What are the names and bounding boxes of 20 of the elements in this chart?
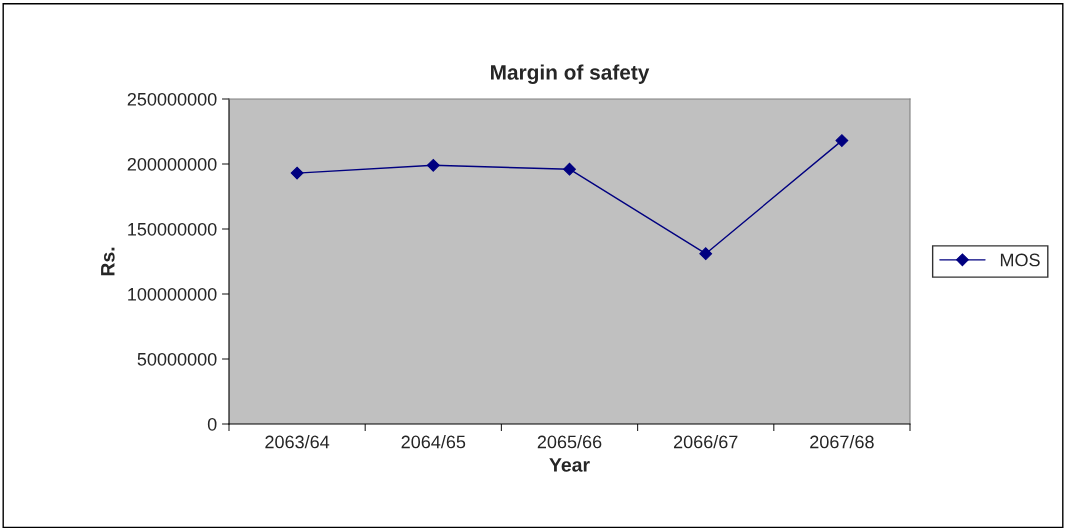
chart-title: Margin of safety — [491, 64, 650, 84]
x-tick-label: 2066/67 — [673, 435, 738, 449]
legend-label: MOS — [1000, 253, 1040, 267]
x-tick-label: 2063/64 — [265, 435, 330, 449]
y-tick-label: 250000000 — [127, 92, 217, 106]
y-tick-label: 150000000 — [128, 222, 217, 236]
y-tick-label: 0 — [207, 417, 217, 431]
x-tick-label: 2065/66 — [537, 435, 602, 449]
point — [835, 134, 849, 148]
y-tick-label: 50000000 — [137, 352, 217, 366]
y-axis-title: Rs. — [101, 247, 115, 276]
point — [563, 162, 576, 176]
x-tick-label: 2067/68 — [810, 435, 874, 449]
y-tick-label: 100000000 — [128, 287, 217, 301]
y-tick-label: 200000000 — [127, 157, 217, 171]
point — [290, 166, 304, 180]
x-axis-title: Year — [549, 458, 590, 472]
x-tick-label: 2064/65 — [401, 435, 466, 449]
point — [699, 247, 713, 261]
point — [426, 158, 440, 172]
